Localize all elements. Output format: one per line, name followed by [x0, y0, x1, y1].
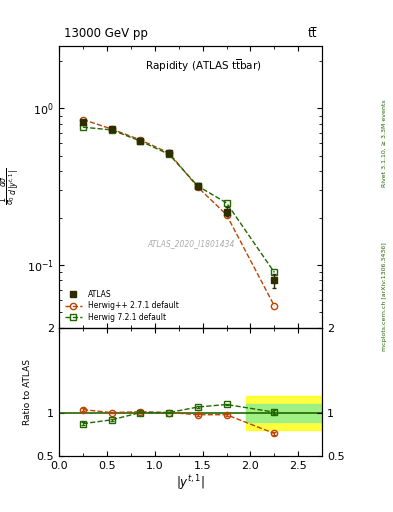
Text: Rivet 3.1.10, ≥ 3.3M events: Rivet 3.1.10, ≥ 3.3M events — [382, 99, 387, 187]
Text: ATLAS_2020_I1801434: ATLAS_2020_I1801434 — [147, 239, 234, 248]
Y-axis label: Ratio to ATLAS: Ratio to ATLAS — [23, 359, 32, 424]
Y-axis label: $\frac{1}{\sigma_0}\frac{d\sigma}{d\,|y^{t,1}|}$: $\frac{1}{\sigma_0}\frac{d\sigma}{d\,|y^… — [0, 168, 22, 205]
X-axis label: $|y^{t,1}|$: $|y^{t,1}|$ — [176, 473, 205, 493]
Text: Rapidity (ATLAS t$\overline{\rm t}$bar): Rapidity (ATLAS t$\overline{\rm t}$bar) — [145, 57, 262, 74]
Text: 13000 GeV pp: 13000 GeV pp — [64, 28, 148, 40]
Text: tt̅: tt̅ — [307, 28, 317, 40]
Legend: ATLAS, Herwig++ 2.7.1 default, Herwig 7.2.1 default: ATLAS, Herwig++ 2.7.1 default, Herwig 7.… — [63, 288, 181, 324]
Text: mcplots.cern.ch [arXiv:1306.3436]: mcplots.cern.ch [arXiv:1306.3436] — [382, 243, 387, 351]
